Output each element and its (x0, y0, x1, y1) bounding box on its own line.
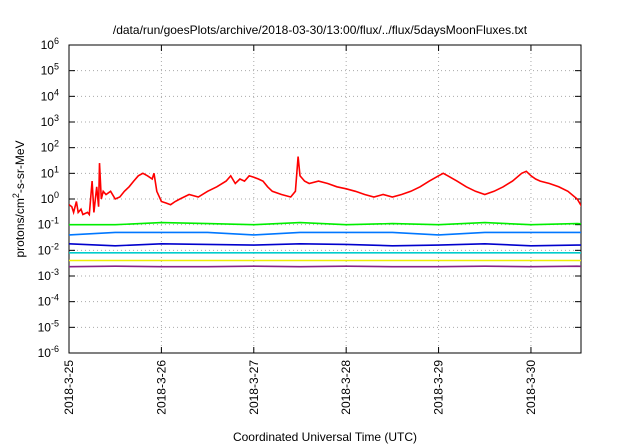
y-tick-label: 105 (41, 62, 59, 78)
y-axis-label: protons/cm2-s-sr-MeV (11, 140, 27, 257)
x-tick-label: 2018-3-29 (432, 360, 446, 415)
y-tick-label: 106 (41, 36, 59, 52)
y-tick-label: 100 (41, 190, 59, 206)
x-tick-label: 2018-3-25 (62, 360, 76, 415)
series-line-1 (69, 221, 581, 226)
series-line-2 (69, 231, 581, 236)
x-axis-label: Coordinated Universal Time (UTC) (232, 430, 418, 444)
y-tick-label: 102 (41, 139, 59, 155)
y-tick-label: 10-2 (38, 241, 59, 257)
chart-title: /data/run/goesPlots/archive/2018-03-30/1… (112, 23, 528, 37)
y-tick-label: 10-4 (38, 293, 59, 309)
series-line-0 (69, 156, 581, 217)
x-tick-label: 2018-3-28 (339, 360, 353, 415)
series-line-3 (69, 242, 581, 247)
series-line-6 (69, 265, 581, 268)
y-tick-label: 10-1 (38, 216, 59, 232)
y-tick-label: 101 (41, 164, 59, 180)
y-tick-label: 10-3 (38, 267, 59, 283)
x-tick-label: 2018-3-30 (524, 360, 538, 415)
y-tick-label: 10-5 (38, 318, 59, 334)
x-tick-label: 2018-3-26 (154, 360, 168, 415)
y-tick-label: 10-6 (38, 344, 59, 360)
y-tick-label: 103 (41, 113, 59, 129)
y-tick-label: 104 (41, 87, 59, 103)
x-tick-label: 2018-3-27 (247, 360, 261, 415)
